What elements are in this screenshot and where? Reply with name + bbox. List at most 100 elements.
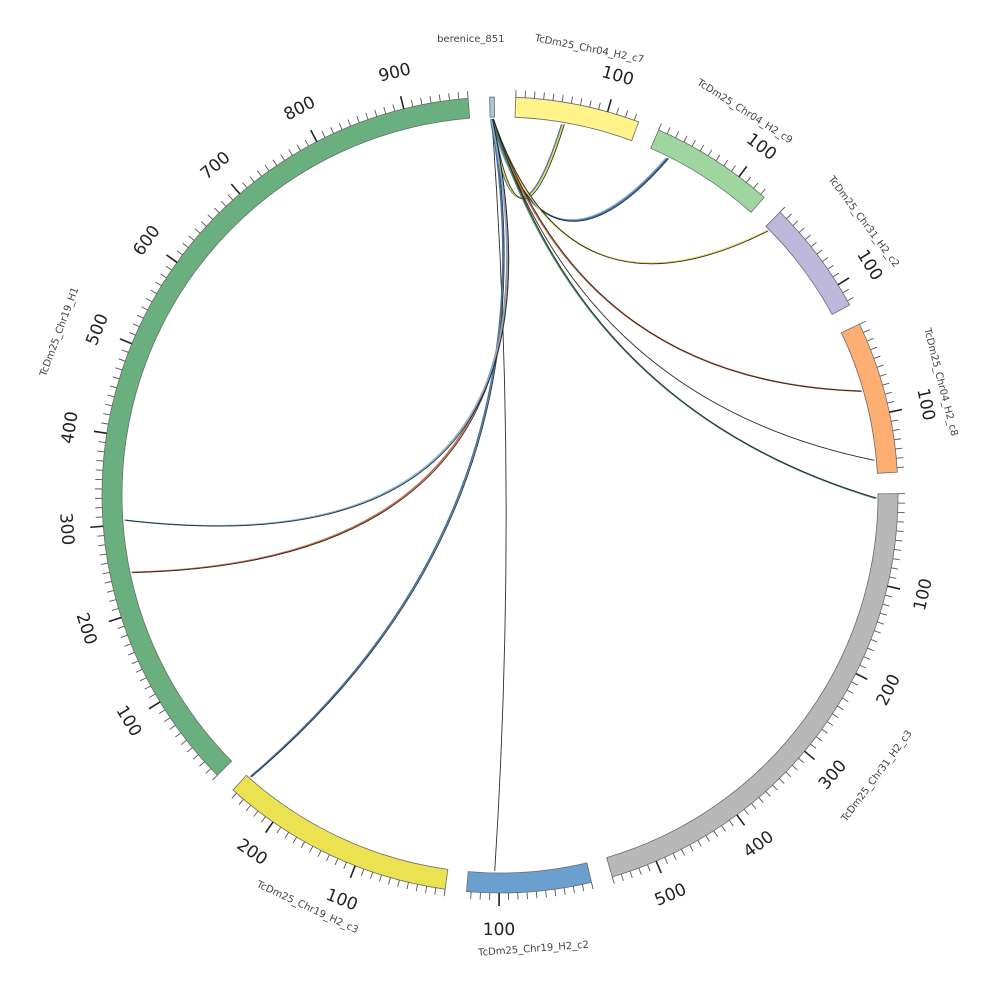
tick-label: 100	[111, 702, 145, 740]
minor-tick	[195, 229, 200, 234]
major-tick	[94, 431, 107, 433]
segment-chr31_c3	[607, 494, 898, 877]
link-strand	[493, 119, 876, 498]
minor-tick	[133, 324, 139, 327]
minor-tick	[828, 265, 834, 269]
tick-label: 700	[197, 148, 235, 184]
minor-tick	[326, 855, 329, 861]
major-tick	[350, 866, 355, 878]
minor-tick	[146, 298, 152, 301]
minor-tick	[708, 150, 712, 156]
minor-tick	[108, 395, 115, 397]
link-strand	[493, 119, 668, 221]
major-tick	[838, 278, 849, 285]
minor-tick	[129, 332, 135, 335]
minor-tick	[887, 401, 894, 403]
minor-tick	[634, 114, 636, 121]
minor-tick	[889, 577, 896, 578]
minor-tick	[110, 386, 117, 388]
minor-tick	[242, 182, 246, 187]
minor-tick	[159, 710, 165, 714]
minor-tick	[471, 892, 472, 899]
minor-tick	[599, 103, 601, 110]
minor-tick	[221, 201, 226, 206]
tick-label: 100	[910, 576, 937, 612]
minor-tick	[883, 383, 890, 385]
minor-tick	[877, 365, 884, 367]
segment-label-chr31_c3: TcDm25_Chr31_H2_c3	[839, 728, 915, 824]
link-strand	[492, 119, 875, 498]
minor-tick	[562, 95, 563, 102]
minor-tick	[261, 817, 265, 823]
minor-tick	[305, 140, 308, 146]
minor-tick	[805, 235, 810, 239]
minor-tick	[842, 698, 848, 702]
minor-tick	[348, 120, 351, 126]
minor-tick	[871, 347, 878, 350]
minor-tick	[177, 251, 183, 255]
minor-tick	[759, 797, 764, 802]
tick-label: 400	[740, 827, 778, 862]
minor-tick	[667, 127, 670, 133]
tick-label: 200	[72, 610, 101, 647]
minor-tick	[189, 236, 194, 240]
minor-tick	[698, 840, 701, 846]
segment-chr31_c2	[766, 212, 850, 314]
minor-tick	[421, 98, 422, 105]
minor-tick	[105, 404, 112, 406]
minor-tick	[648, 865, 651, 872]
minor-tick	[590, 100, 592, 107]
minor-tick	[228, 195, 233, 200]
minor-tick	[103, 572, 110, 573]
minor-tick	[793, 221, 798, 226]
minor-tick	[277, 827, 281, 833]
minor-tick	[250, 176, 254, 182]
minor-tick	[714, 831, 718, 837]
major-tick	[120, 339, 132, 344]
link-strand	[491, 119, 666, 220]
minor-tick	[361, 869, 363, 876]
minor-tick	[859, 321, 865, 324]
minor-tick	[716, 155, 720, 161]
tick-label: 300	[815, 756, 851, 794]
minor-tick	[137, 315, 143, 318]
major-tick	[887, 586, 900, 589]
minor-tick	[692, 140, 695, 146]
minor-tick	[310, 846, 313, 852]
minor-tick	[546, 890, 547, 897]
minor-tick	[109, 600, 116, 602]
link-strand	[124, 119, 507, 526]
minor-tick	[555, 889, 556, 896]
minor-tick	[754, 183, 758, 188]
major-tick	[231, 184, 239, 194]
minor-tick	[122, 350, 129, 353]
minor-tick	[729, 820, 733, 826]
minor-tick	[896, 458, 903, 459]
minor-tick	[799, 758, 804, 763]
minor-tick	[444, 889, 445, 896]
tick-label: 100	[483, 920, 515, 940]
minor-tick	[684, 136, 687, 142]
minor-tick	[331, 127, 334, 133]
minor-tick	[811, 242, 816, 246]
minor-tick	[779, 779, 784, 784]
minor-tick	[161, 274, 167, 278]
minor-tick	[101, 423, 108, 424]
minor-tick	[366, 113, 368, 120]
minor-tick	[458, 92, 459, 99]
minor-tick	[411, 100, 413, 107]
link-strand	[133, 119, 509, 572]
minor-tick	[97, 451, 104, 452]
minor-tick	[746, 177, 750, 182]
tick-label: 500	[82, 311, 113, 349]
minor-tick	[357, 116, 359, 123]
minor-tick	[799, 228, 804, 233]
minor-tick	[183, 243, 188, 247]
minor-tick	[170, 725, 176, 729]
minor-tick	[883, 604, 890, 606]
minor-tick	[136, 669, 142, 672]
minor-tick	[301, 842, 304, 848]
link-strand	[252, 119, 505, 777]
minor-tick	[113, 377, 120, 379]
link-strand	[492, 119, 667, 221]
